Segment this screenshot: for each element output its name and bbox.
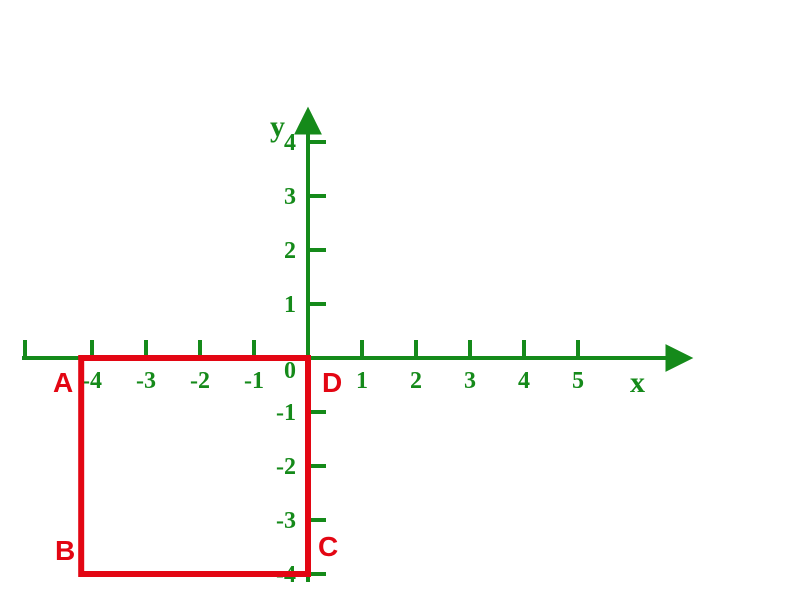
vertex-labels-group: A B C D (53, 367, 342, 566)
y-tick-label: -1 (276, 400, 296, 426)
x-axis-label: x (630, 366, 645, 399)
y-tick-label: -2 (276, 454, 296, 480)
vertex-label-a: A (53, 367, 73, 398)
x-tick-label: 3 (464, 368, 476, 394)
x-tick-label: -1 (244, 368, 264, 394)
axis-labels-group: xy (270, 110, 645, 399)
x-tick-label: 4 (518, 368, 530, 394)
y-tick-label: 2 (284, 238, 296, 264)
x-tick-label: 2 (410, 368, 422, 394)
x-tick-label: 5 (572, 368, 584, 394)
y-axis-label: y (270, 110, 285, 143)
x-tick-label: 1 (356, 368, 368, 394)
x-tick-label: -2 (190, 368, 210, 394)
x-tick-label: -3 (136, 368, 156, 394)
y-tick-label: 1 (284, 292, 296, 318)
y-tick-label: -3 (276, 508, 296, 534)
vertex-label-d: D (322, 367, 342, 398)
coordinate-plot: -4-3-2-112345-1-2-3-412340 ABCD xy (0, 0, 794, 596)
y-tick-label: 3 (284, 184, 296, 210)
y-tick-label: 4 (284, 130, 296, 156)
origin-label: 0 (284, 358, 296, 384)
vertex-label-c: C (318, 531, 338, 562)
x-tick-label: -4 (82, 368, 102, 394)
vertex-label-b: B (55, 535, 75, 566)
